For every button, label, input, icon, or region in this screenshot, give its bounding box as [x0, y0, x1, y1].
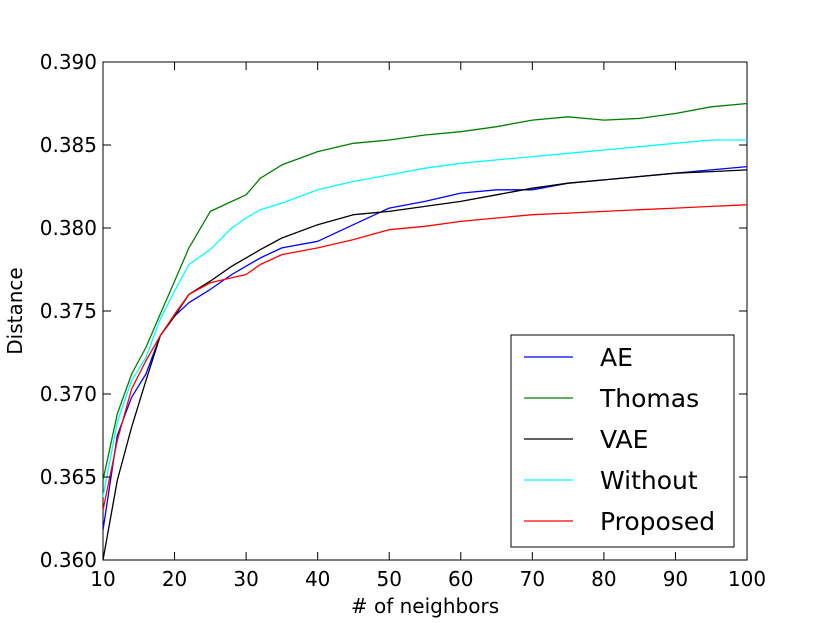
legend-label-without: Without — [600, 466, 698, 495]
x-tick-label: 100 — [728, 567, 766, 591]
y-tick-label: 0.375 — [40, 299, 97, 323]
x-tick-label: 10 — [90, 567, 115, 591]
legend-label-ae: AE — [600, 343, 633, 372]
legend-label-thomas: Thomas — [599, 384, 699, 413]
y-tick-label: 0.380 — [40, 216, 97, 240]
x-tick-label: 40 — [305, 567, 330, 591]
x-tick-label: 50 — [376, 567, 401, 591]
series-line-without — [102, 139, 747, 498]
series-line-proposed — [102, 204, 748, 511]
ticks-layer — [102, 61, 748, 561]
x-tick-label: 70 — [520, 567, 545, 591]
y-tick-label: 0.360 — [40, 548, 97, 572]
x-tick-label: 60 — [448, 567, 473, 591]
series-layer — [102, 102, 748, 561]
legend-label-proposed: Proposed — [600, 507, 715, 536]
legend: AE Thomas VAE Without Proposed — [510, 334, 735, 548]
x-tick-label: 80 — [591, 567, 616, 591]
y-tick-label: 0.385 — [40, 133, 97, 157]
y-axis-label: Distance — [3, 267, 27, 354]
y-tick-label: 0.365 — [40, 465, 97, 489]
legend-box — [510, 334, 735, 548]
x-tick-label: 30 — [233, 567, 258, 591]
legend-label-vae: VAE — [600, 425, 648, 454]
y-tick-label: 0.370 — [40, 382, 97, 406]
series-line-thomas — [102, 102, 748, 481]
y-tick-label: 0.390 — [40, 50, 97, 74]
x-tick-label: 90 — [663, 567, 688, 591]
legend-entries: AE Thomas VAE Without Proposed — [524, 343, 715, 536]
x-tick-label: 20 — [162, 567, 187, 591]
tick-labels-layer: 10 20 30 40 50 60 70 80 90 100 0.360 0.365 0.370 0.37… — [40, 50, 766, 591]
x-axis-label: # of neighbors — [351, 594, 499, 618]
